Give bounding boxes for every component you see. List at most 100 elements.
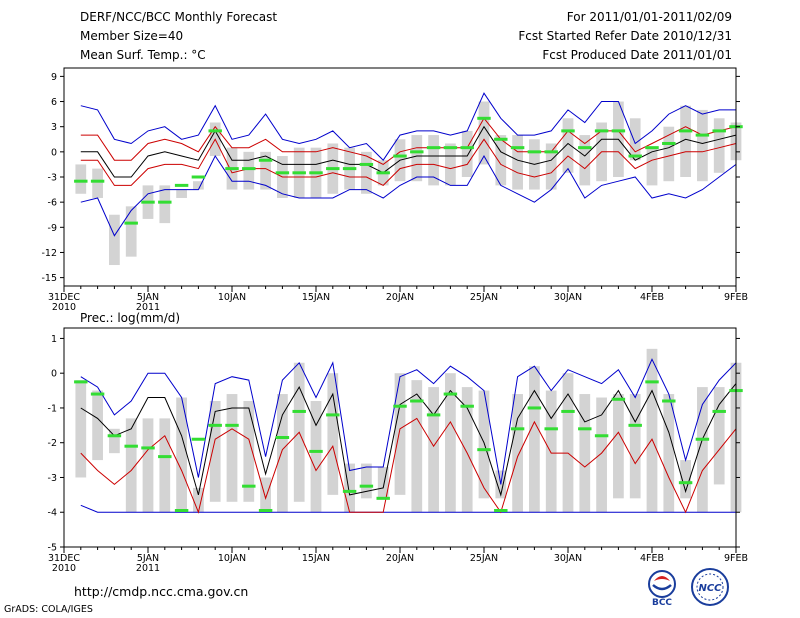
observed-mark	[90, 392, 105, 396]
x-tick-label: 9FEB	[724, 553, 748, 564]
range-bar	[713, 387, 725, 485]
range-bar	[176, 189, 187, 198]
source-url[interactable]: http://cmdp.ncc.cma.gov.cn	[74, 584, 249, 599]
x-tick-label: 20JAN	[386, 553, 414, 564]
series-line	[80, 92, 736, 161]
observed-mark	[611, 129, 626, 133]
observed-mark	[678, 129, 693, 133]
x-tick-year-label: 2011	[136, 563, 160, 574]
observed-mark	[628, 423, 642, 427]
x-tick-year-label: 2010	[52, 563, 76, 574]
observed-mark	[174, 509, 189, 512]
observed-mark	[191, 175, 206, 179]
observed-mark	[326, 413, 340, 417]
observed-mark	[645, 380, 659, 384]
observed-mark	[124, 444, 138, 448]
range-bar	[243, 151, 255, 190]
series-line	[80, 117, 737, 165]
x-tick-label: 25JAN	[470, 292, 498, 303]
x-tick-label: 9FEB	[724, 292, 748, 303]
observed-mark	[275, 436, 290, 439]
observed-mark	[174, 183, 189, 187]
range-bar	[411, 380, 423, 513]
range-bar	[411, 135, 423, 182]
observed-mark	[410, 150, 424, 154]
observed-mark	[678, 481, 693, 485]
observed-mark	[376, 171, 390, 175]
observed-mark	[544, 427, 558, 431]
observed-mark	[309, 449, 323, 453]
observed-mark	[359, 484, 374, 488]
observed-mark	[410, 399, 424, 403]
x-tick-label: 15JAN	[302, 292, 330, 303]
y-tick-label: -5	[48, 543, 57, 554]
observed-mark	[225, 167, 239, 171]
series-line	[80, 125, 737, 178]
x-tick-label: 31DEC	[48, 553, 80, 564]
range-bar	[125, 206, 137, 257]
forecast-start-date: Fcst Started Refer Date 2010/12/31	[518, 29, 732, 43]
observed-mark	[342, 489, 357, 493]
observed-mark	[208, 129, 222, 133]
ncc-logo-icon: NCC	[691, 568, 729, 606]
observed-mark	[292, 409, 306, 413]
observed-mark	[695, 133, 710, 137]
series-line	[80, 154, 737, 237]
range-bar	[159, 185, 171, 224]
observed-mark	[561, 129, 575, 133]
observed-mark	[443, 392, 458, 396]
y-tick-label: 6	[51, 97, 57, 108]
observed-mark	[342, 167, 357, 171]
observed-mark	[544, 150, 558, 154]
observed-mark	[393, 404, 407, 408]
y-tick-label: -1	[48, 403, 57, 414]
observed-mark	[90, 179, 105, 183]
bcc-logo-text: BCC	[652, 598, 672, 607]
range-bar	[445, 143, 456, 186]
range-bar	[109, 428, 120, 454]
y-tick-label: 1	[51, 334, 57, 345]
observed-mark	[141, 200, 155, 204]
range-bar	[596, 397, 607, 513]
observed-mark	[527, 406, 542, 410]
y-tick-label: 9	[51, 72, 57, 83]
observed-mark	[578, 427, 592, 431]
observed-mark	[208, 423, 222, 427]
observed-mark	[359, 162, 374, 166]
range-bar	[663, 126, 675, 182]
range-bar	[310, 401, 322, 513]
range-bar	[478, 101, 490, 165]
observed-mark	[662, 399, 676, 403]
observed-mark	[225, 423, 239, 427]
observed-mark	[74, 380, 88, 384]
series-line	[80, 138, 737, 187]
range-bar	[361, 151, 372, 194]
range-bar	[92, 168, 103, 198]
observed-mark	[460, 404, 474, 408]
range-bar	[75, 380, 87, 478]
observed-mark	[527, 150, 542, 154]
range-bar	[512, 394, 523, 513]
x-tick-label: 20JAN	[386, 292, 414, 303]
y-tick-label: -2	[48, 438, 57, 449]
range-bar	[193, 181, 204, 190]
observed-mark	[611, 397, 626, 401]
range-bar	[344, 463, 355, 513]
observed-mark	[275, 171, 290, 175]
range-bar	[495, 135, 507, 186]
observed-mark	[477, 448, 491, 452]
observed-mark	[628, 154, 642, 158]
observed-mark	[712, 129, 726, 133]
range-bar	[478, 390, 490, 499]
range-bar	[260, 151, 271, 190]
observed-mark	[393, 154, 407, 158]
series-line	[80, 417, 737, 514]
x-tick-label: 30JAN	[554, 553, 582, 564]
range-bar	[613, 394, 624, 499]
x-tick-year-label: 2010	[52, 302, 76, 313]
range-bar	[629, 394, 641, 499]
observed-mark	[594, 129, 609, 133]
